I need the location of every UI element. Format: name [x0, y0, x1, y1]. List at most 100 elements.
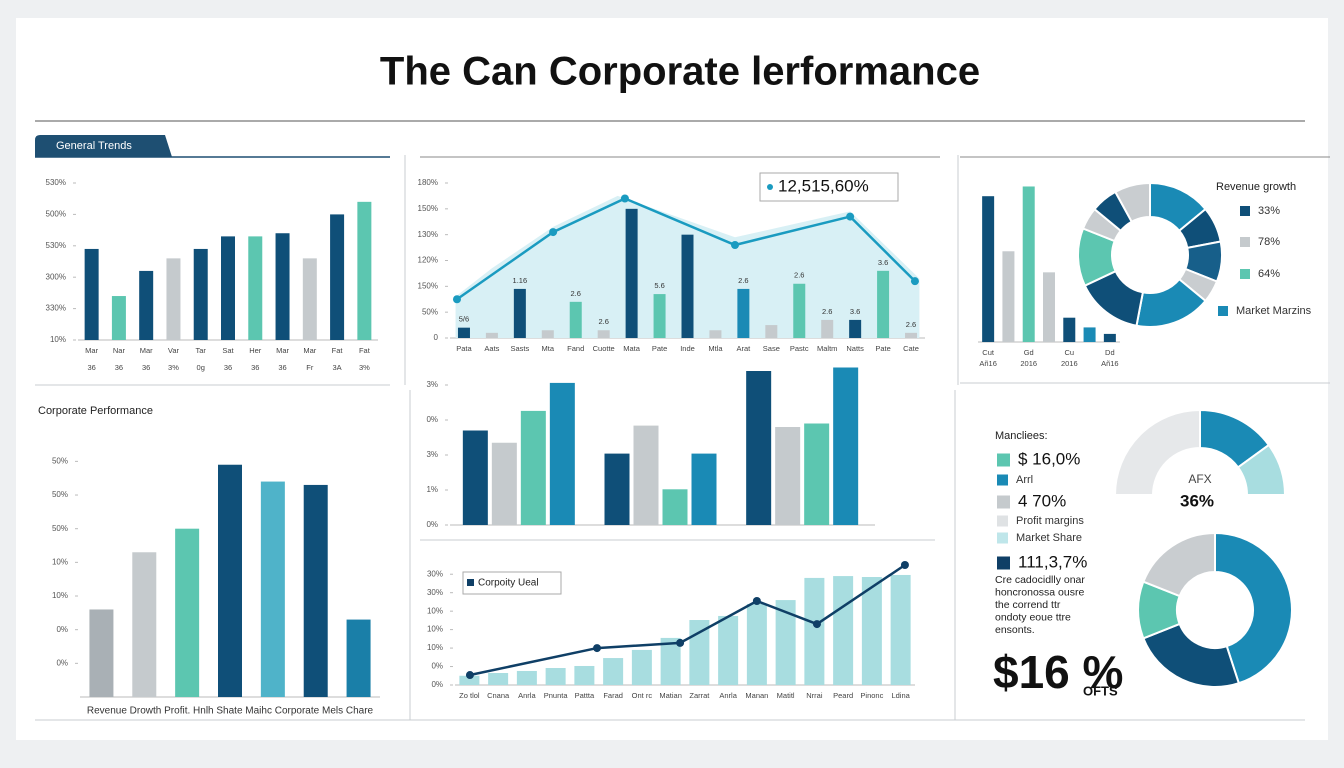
- y-tick-label: 330%: [46, 304, 66, 313]
- callout-dot: [767, 184, 773, 190]
- x-tick-sublabel: 36: [142, 363, 150, 372]
- point: [620, 194, 629, 203]
- legend-label: 64%: [1258, 268, 1280, 280]
- point: [846, 212, 855, 221]
- point: [676, 638, 685, 647]
- legend-label: $ 16,0%: [1018, 449, 1080, 468]
- legend-swatch: [997, 515, 1008, 527]
- x-tick-label: Pata: [456, 344, 472, 353]
- bar: [737, 288, 750, 338]
- bar-annotation: 5.6: [654, 281, 664, 290]
- x-tick-label: Dd: [1105, 348, 1115, 357]
- x-tick-label: Tar: [196, 346, 207, 355]
- legend-swatch: [1218, 306, 1228, 316]
- bar: [260, 481, 285, 697]
- x-tick-sublabel: 3A: [332, 363, 341, 372]
- bar: [516, 670, 537, 685]
- bar: [459, 675, 480, 685]
- x-tick-label: Var: [168, 346, 180, 355]
- bar: [653, 294, 666, 338]
- point: [910, 277, 919, 286]
- y-tick-label: 0%: [56, 658, 68, 667]
- x-tick-label: Mar: [276, 346, 289, 355]
- bar: [89, 609, 114, 697]
- panel-title: Corporate Performance: [38, 405, 153, 417]
- x-tick-label: Natts: [846, 344, 864, 353]
- x-tick-label: Peard: [833, 691, 853, 700]
- bar: [681, 234, 694, 338]
- bar: [603, 658, 624, 685]
- x-tick-label: Nrrai: [806, 691, 823, 700]
- bar: [218, 464, 242, 697]
- bar: [485, 332, 498, 338]
- bar: [775, 600, 796, 685]
- bar: [491, 442, 517, 525]
- note-line: the corrend ttr: [995, 599, 1061, 611]
- x-tick-sublabel: 2016: [1061, 359, 1078, 368]
- x-tick-label: Her: [249, 346, 262, 355]
- bar: [193, 248, 208, 340]
- y-tick-label: 1%: [426, 485, 438, 494]
- point: [593, 644, 602, 653]
- bar-annotation: 2.6: [794, 271, 804, 280]
- x-tick-label: Mar: [85, 346, 98, 355]
- x-tick-label: Mar: [303, 346, 316, 355]
- bar: [877, 270, 890, 338]
- bar: [691, 453, 717, 525]
- x-tick-label: Maltm: [817, 344, 837, 353]
- legend-label: 33%: [1258, 205, 1280, 217]
- x-tick-label: Cate: [903, 344, 919, 353]
- note-line: honcronossa ousre: [995, 586, 1084, 598]
- bar: [569, 301, 582, 338]
- note-line: Cre cadocidlly onar: [995, 574, 1085, 586]
- bar: [890, 574, 911, 685]
- bar: [718, 615, 739, 685]
- x-tick-label: Gd: [1024, 348, 1034, 357]
- x-tick-label: Cu: [1064, 348, 1074, 357]
- legend-title: Mancliees:: [995, 430, 1048, 442]
- bar: [1043, 272, 1055, 342]
- bar: [549, 382, 575, 525]
- bar: [488, 673, 509, 685]
- highlight: $16 %: [993, 646, 1123, 698]
- x-tick-label: Sasts: [510, 344, 529, 353]
- x-tick-label: Pate: [652, 344, 667, 353]
- x-tick-label: Mar: [140, 346, 153, 355]
- slice: [1236, 443, 1287, 496]
- bar: [139, 270, 154, 340]
- line: [456, 197, 916, 301]
- legend-swatch: [997, 556, 1010, 570]
- x-tick-sublabel: 0g: [197, 363, 205, 372]
- bar: [111, 296, 126, 340]
- point: [752, 597, 761, 605]
- legend-label: Corpoity Ueal: [478, 578, 539, 589]
- x-tick-sublabel: 36: [251, 363, 259, 372]
- bar: [633, 425, 659, 525]
- tab: [35, 135, 172, 157]
- x-tick-label: Anrla: [518, 691, 536, 700]
- y-tick-label: 10%: [427, 643, 443, 652]
- y-tick-label: 0%: [426, 520, 438, 529]
- bar: [330, 214, 345, 340]
- y-tick-label: 10%: [52, 591, 68, 600]
- x-tick-label: Pnunta: [544, 691, 569, 700]
- bar-annotation: 3.6: [850, 307, 860, 316]
- x-tick-label: Fand: [567, 344, 584, 353]
- bar: [545, 668, 566, 685]
- y-tick-label: 180%: [418, 178, 438, 187]
- point: [812, 620, 821, 629]
- bar: [1002, 251, 1015, 342]
- bar-annotation: 2.6: [598, 317, 608, 326]
- x-tick-sublabel: Añ16: [979, 359, 997, 368]
- point: [465, 671, 474, 680]
- gauge-label: AFX: [1188, 472, 1211, 486]
- legend-label: Arrl: [1016, 474, 1033, 486]
- x-tick-label: Zo tlol: [459, 691, 480, 700]
- bar: [746, 371, 772, 525]
- bar: [861, 577, 882, 685]
- y-tick-label: 150%: [418, 204, 438, 213]
- bar: [357, 201, 372, 340]
- legend-swatch: [1240, 237, 1250, 247]
- point: [452, 295, 461, 304]
